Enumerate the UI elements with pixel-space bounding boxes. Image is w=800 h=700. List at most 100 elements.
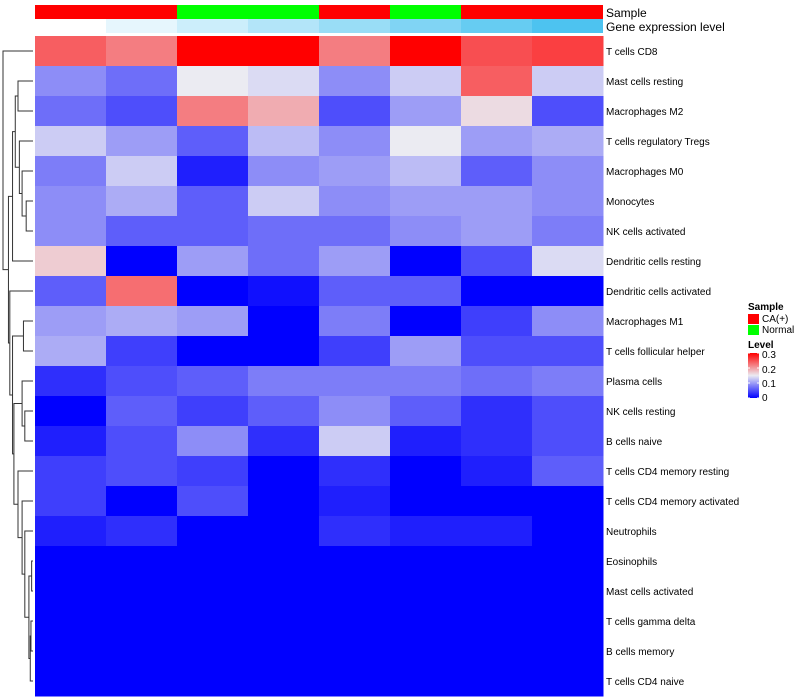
- row-label: Mast cells resting: [606, 77, 683, 88]
- row-label: Plasma cells: [606, 377, 662, 388]
- heatmap-cell: [532, 96, 604, 127]
- dendrogram-branch: [22, 320, 33, 352]
- heatmap-cell: [35, 426, 107, 457]
- heatmap-cell: [35, 366, 107, 397]
- row-label: NK cells resting: [606, 407, 675, 418]
- legend-label-normal: Normal: [762, 325, 794, 336]
- row-label: T cells gamma delta: [606, 617, 696, 628]
- heatmap-cell: [461, 516, 533, 547]
- heatmap-cell: [461, 576, 533, 607]
- heatmap-cell: [319, 186, 391, 217]
- dendrogram-branch: [24, 410, 33, 442]
- heatmap-cell: [106, 36, 178, 67]
- column-annotations: [35, 5, 603, 33]
- heatmap-cell: [390, 666, 462, 697]
- legend-swatch-ca: [748, 314, 759, 324]
- heatmap-cell: [532, 486, 604, 517]
- heatmap-cell: [390, 276, 462, 307]
- heatmap-cell: [532, 126, 604, 157]
- dendrogram-branch: [17, 80, 33, 112]
- row-label: Monocytes: [606, 197, 654, 208]
- heatmap-cell: [35, 66, 107, 97]
- heatmap-cell: [35, 156, 107, 187]
- heatmap-cell: [106, 156, 178, 187]
- heatmap-cell: [532, 456, 604, 487]
- heatmap-cell: [461, 276, 533, 307]
- heatmap-cell: [177, 546, 249, 577]
- heatmap-cell: [177, 456, 249, 487]
- heatmap-cell: [248, 246, 320, 277]
- heatmap-cell: [106, 516, 178, 547]
- heatmap-cell: [390, 336, 462, 367]
- heatmap-cell: [390, 156, 462, 187]
- sample-annotation-cell: [461, 5, 532, 19]
- dendrogram-branch: [13, 403, 23, 505]
- dendrogram-branch: [28, 575, 32, 659]
- heatmap-cell: [319, 276, 391, 307]
- heatmap-cell: [390, 426, 462, 457]
- heatmap-cell: [532, 426, 604, 457]
- heatmap-cell: [106, 306, 178, 337]
- heatmap-cell: [35, 546, 107, 577]
- dendrogram-branch: [9, 290, 33, 396]
- sample-annotation-cell: [248, 5, 319, 19]
- legend-tick-2: 0.1: [762, 379, 776, 390]
- heatmap-cell: [390, 456, 462, 487]
- row-label: T cells regulatory Tregs: [606, 137, 710, 148]
- heatmap-cell: [390, 96, 462, 127]
- heatmap-cell: [106, 546, 178, 577]
- gene-expression-annotation-cell: [35, 19, 106, 33]
- heatmap-cell: [35, 606, 107, 637]
- heatmap-cell: [248, 546, 320, 577]
- heatmap-cell: [106, 576, 178, 607]
- sample-annotation-cell: [177, 5, 248, 19]
- heatmap-cell: [461, 156, 533, 187]
- heatmap-cell: [35, 306, 107, 337]
- heatmap-cell: [319, 576, 391, 607]
- row-label: Macrophages M1: [606, 317, 684, 328]
- heatmap-cell: [319, 96, 391, 127]
- gene-expression-annotation-cell: [461, 19, 532, 33]
- heatmap-cell: [248, 456, 320, 487]
- dendrogram-branch: [21, 170, 33, 217]
- heatmap-cell: [248, 66, 320, 97]
- dendrogram-branch: [30, 620, 33, 652]
- heatmap-cell: [35, 666, 107, 697]
- heatmap-cell: [461, 246, 533, 277]
- heatmap-cell: [532, 156, 604, 187]
- heatmap-cell: [177, 306, 249, 337]
- legend-tick-0: 0.3: [762, 350, 776, 361]
- dendrogram-branch: [14, 95, 20, 168]
- row-label: Mast cells activated: [606, 587, 693, 598]
- heatmap-cell: [390, 576, 462, 607]
- dendrogram-branch: [12, 131, 33, 262]
- sample-annotation-cell: [390, 5, 461, 19]
- heatmap-cell: [248, 636, 320, 667]
- heatmap-cell: [35, 396, 107, 427]
- heatmap-cell: [35, 36, 107, 67]
- heatmap-cell: [106, 276, 178, 307]
- legend-tick-3: 0: [762, 393, 768, 404]
- row-label: Neutrophils: [606, 527, 657, 538]
- heatmap-cell: [532, 366, 604, 397]
- heatmap-cell: [319, 666, 391, 697]
- gene-expression-annotation-cell: [248, 19, 319, 33]
- row-label: Macrophages M0: [606, 167, 684, 178]
- legend-tick-1: 0.2: [762, 365, 776, 376]
- heatmap-cell: [177, 36, 249, 67]
- heatmap-cell: [177, 666, 249, 697]
- heatmap-cell: [319, 606, 391, 637]
- heatmap-cell: [319, 216, 391, 247]
- heatmap-cell: [532, 216, 604, 247]
- heatmap-cell: [106, 606, 178, 637]
- heatmap-cell: [461, 666, 533, 697]
- dendrogram-branch: [17, 470, 33, 539]
- heatmap-cell: [390, 126, 462, 157]
- heatmap-cell: [461, 216, 533, 247]
- heatmap-cell: [532, 396, 604, 427]
- heatmap-cell: [248, 276, 320, 307]
- sample-annotation-cell: [35, 5, 106, 19]
- heatmap-cell: [35, 336, 107, 367]
- heatmap-cell: [461, 486, 533, 517]
- legend-label-ca: CA(+): [762, 314, 788, 325]
